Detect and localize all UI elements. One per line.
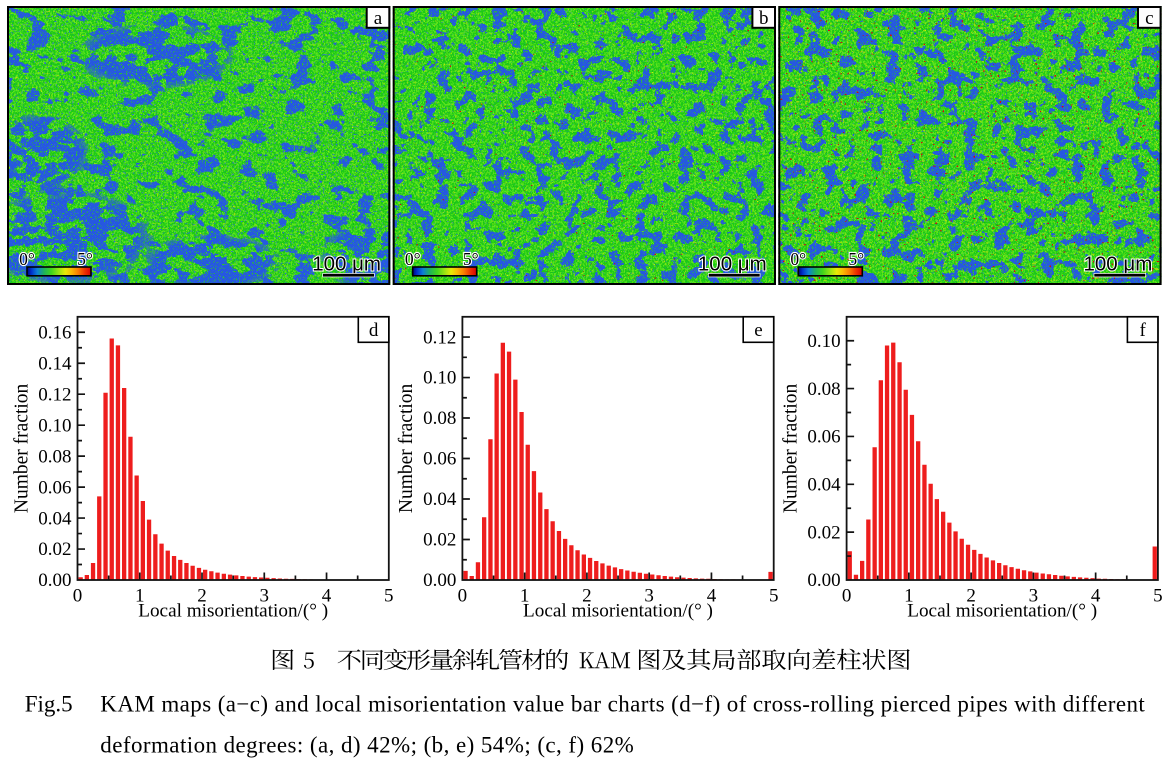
svg-text:0.12: 0.12: [423, 327, 456, 348]
svg-text:0.00: 0.00: [807, 570, 840, 591]
svg-text:0.12: 0.12: [38, 384, 71, 405]
svg-text:Number fraction: Number fraction: [11, 383, 32, 513]
svg-text:0.08: 0.08: [423, 408, 456, 429]
svg-text:0.14: 0.14: [38, 353, 72, 374]
svg-text:100 μm: 100 μm: [312, 253, 381, 276]
svg-text:5: 5: [384, 586, 394, 607]
svg-text:0.16: 0.16: [38, 322, 71, 343]
svg-text:0.08: 0.08: [38, 446, 71, 467]
svg-text:KAM maps (a−c) and local misor: KAM maps (a−c) and local misorientation …: [100, 692, 1145, 717]
svg-text:Local misorientation/(° ): Local misorientation/(° ): [907, 601, 1097, 622]
svg-text:0.02: 0.02: [807, 522, 840, 543]
svg-text:1: 1: [135, 586, 145, 607]
svg-text:0.06: 0.06: [38, 477, 71, 498]
svg-text:0.06: 0.06: [423, 449, 456, 470]
svg-text:0.10: 0.10: [807, 331, 840, 352]
svg-text:2: 2: [197, 586, 207, 607]
svg-text:5: 5: [769, 586, 779, 607]
svg-text:5°: 5°: [848, 249, 864, 269]
svg-text:0: 0: [73, 586, 83, 607]
svg-text:0°: 0°: [405, 249, 421, 269]
svg-text:0.04: 0.04: [807, 474, 841, 495]
svg-text:2: 2: [966, 586, 976, 607]
svg-text:0°: 0°: [790, 249, 806, 269]
svg-text:0.06: 0.06: [807, 427, 840, 448]
svg-text:0°: 0°: [19, 249, 35, 269]
svg-text:3: 3: [260, 586, 270, 607]
svg-text:deformation degrees: (a, d) 42: deformation degrees: (a, d) 42%; (b, e) …: [100, 733, 634, 758]
svg-text:Number fraction: Number fraction: [396, 383, 417, 513]
svg-text:0: 0: [458, 586, 468, 607]
svg-text:0.00: 0.00: [423, 570, 456, 591]
svg-text:f: f: [1140, 320, 1147, 341]
svg-text:0.02: 0.02: [38, 539, 71, 560]
svg-text:Number fraction: Number fraction: [780, 383, 801, 513]
svg-text:4: 4: [1091, 586, 1101, 607]
svg-text:0.02: 0.02: [423, 530, 456, 551]
svg-text:Fig.5: Fig.5: [25, 692, 73, 717]
svg-text:2: 2: [582, 586, 592, 607]
svg-text:d: d: [369, 320, 379, 341]
svg-text:3: 3: [1029, 586, 1039, 607]
svg-text:0.10: 0.10: [38, 415, 71, 436]
svg-text:4: 4: [322, 586, 332, 607]
svg-text:0.00: 0.00: [38, 570, 71, 591]
svg-text:0.08: 0.08: [807, 379, 840, 400]
svg-text:1: 1: [520, 586, 530, 607]
svg-text:a: a: [374, 8, 383, 29]
svg-text:Local misorientation/(° ): Local misorientation/(° ): [138, 601, 328, 622]
svg-text:5°: 5°: [463, 249, 479, 269]
svg-text:e: e: [754, 320, 762, 341]
svg-text:Local misorientation/(° ): Local misorientation/(° ): [523, 601, 713, 622]
svg-text:0.04: 0.04: [423, 489, 457, 510]
svg-text:3: 3: [644, 586, 654, 607]
svg-text:0.10: 0.10: [423, 368, 456, 389]
svg-text:5°: 5°: [77, 249, 93, 269]
svg-text:100 μm: 100 μm: [698, 253, 767, 276]
svg-text:0.04: 0.04: [38, 508, 72, 529]
svg-text:c: c: [1145, 8, 1153, 29]
svg-text:5: 5: [1153, 586, 1163, 607]
svg-text:4: 4: [707, 586, 717, 607]
svg-text:1: 1: [904, 586, 914, 607]
svg-text:0: 0: [842, 586, 852, 607]
svg-text:100 μm: 100 μm: [1084, 253, 1153, 276]
svg-text:b: b: [759, 8, 769, 29]
